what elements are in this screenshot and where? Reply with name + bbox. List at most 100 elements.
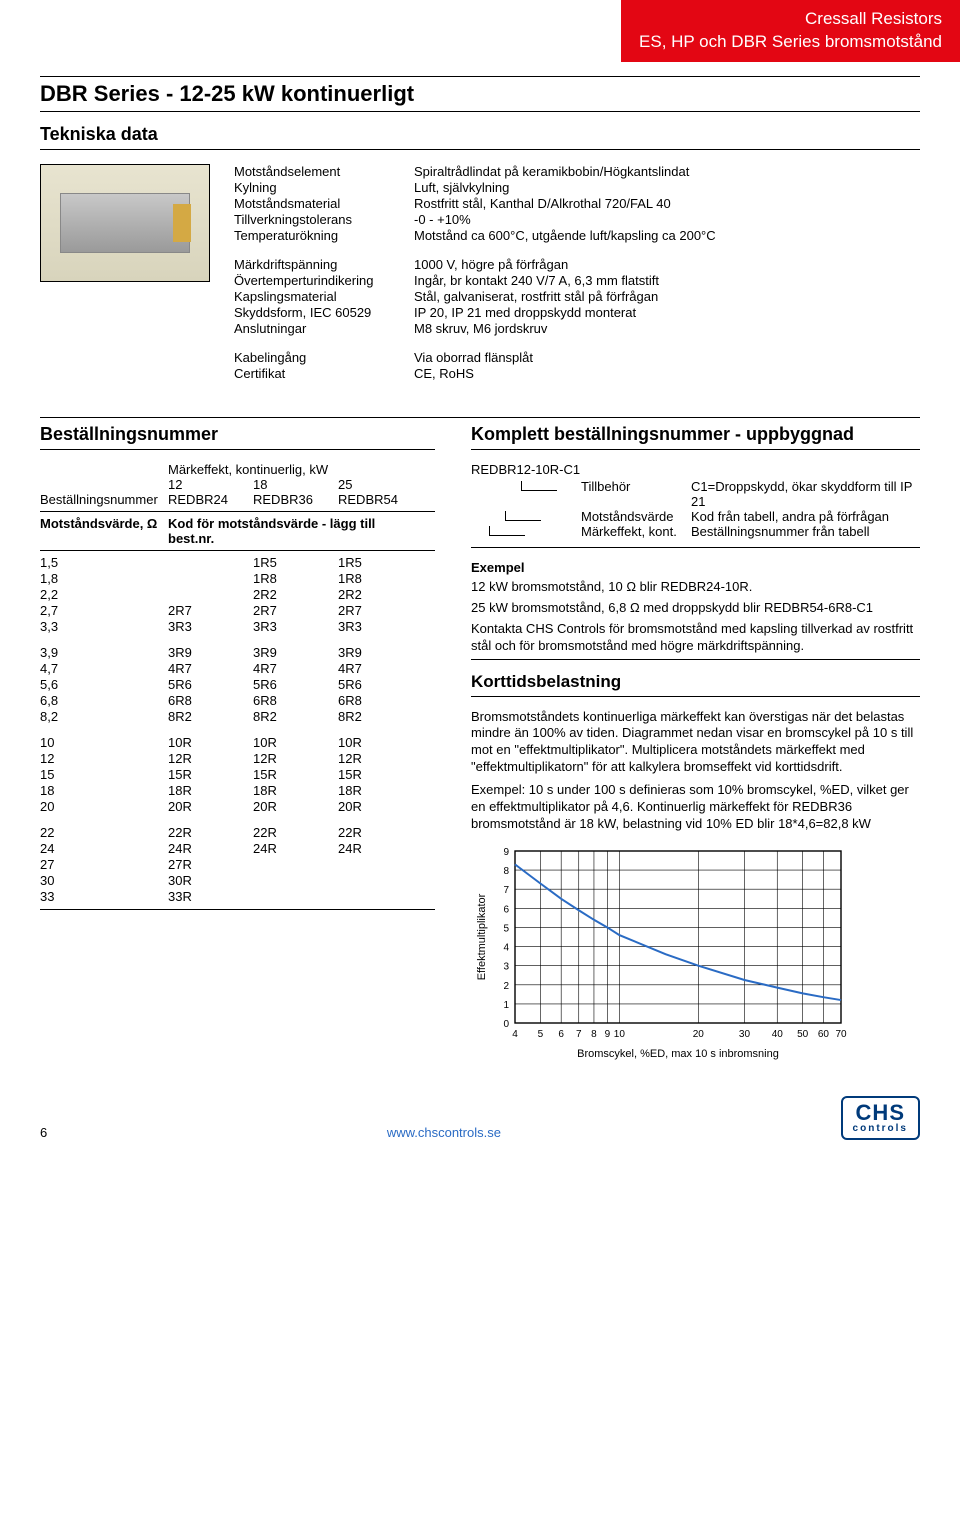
- svg-text:40: 40: [772, 1029, 784, 1040]
- rule: [40, 417, 920, 418]
- kort-title: Korttidsbelastning: [471, 672, 920, 692]
- table-cell: 20R: [338, 799, 423, 815]
- table-cell: [168, 555, 253, 571]
- spec-val: Spiraltrådlindat på keramikbobin/Högkant…: [414, 164, 920, 179]
- svg-text:4: 4: [503, 942, 509, 953]
- table-cell: [168, 571, 253, 587]
- spec-val: Luft, självkylning: [414, 180, 920, 195]
- table-cell: 18R: [253, 783, 338, 799]
- logo-text-big: CHS: [853, 1102, 908, 1124]
- table-cell: 5R6: [168, 677, 253, 693]
- table-cell: 20R: [168, 799, 253, 815]
- table-cell: 5R6: [338, 677, 423, 693]
- banner-line2: ES, HP och DBR Series bromsmotstånd: [639, 31, 942, 54]
- svg-text:9: 9: [605, 1029, 611, 1040]
- svg-text:6: 6: [503, 904, 509, 915]
- table-cell: 2R2: [253, 587, 338, 603]
- logo-text-small: controls: [853, 1124, 908, 1134]
- table-cell: 24R: [253, 841, 338, 857]
- spec-val: Motstånd ca 600°C, utgående luft/kapslin…: [414, 228, 920, 243]
- order-table: Märkeffekt, kontinuerlig, kW121825Bestäl…: [40, 462, 435, 910]
- order-left-title: Beställningsnummer: [40, 424, 435, 445]
- legend-desc: Beställningsnummer från tabell: [691, 524, 920, 539]
- legend-desc: C1=Droppskydd, ökar skyddform till IP 21: [691, 479, 920, 509]
- table-cell: 3R9: [338, 645, 423, 661]
- spec-key: Temperaturökning: [234, 228, 414, 243]
- legend-desc: Kod från tabell, andra på förfrågan: [691, 509, 920, 524]
- svg-text:2: 2: [503, 981, 509, 992]
- table-cell: 33R: [168, 889, 253, 905]
- table-cell: 3,9: [40, 645, 168, 661]
- table-cell: [168, 587, 253, 603]
- table-cell: 8R2: [338, 709, 423, 725]
- spec-val: Stål, galvaniserat, rostfritt stål på fö…: [414, 289, 920, 304]
- table-cell: [253, 873, 338, 889]
- svg-text:7: 7: [576, 1029, 582, 1040]
- table-cell: 1R8: [338, 571, 423, 587]
- page-number: 6: [40, 1125, 47, 1140]
- table-cell: 1R8: [253, 571, 338, 587]
- spec-key: Tillverkningstolerans: [234, 212, 414, 227]
- spec-key: Skyddsform, IEC 60529: [234, 305, 414, 320]
- table-cell: 3,3: [40, 619, 168, 635]
- table-cell: 3R3: [168, 619, 253, 635]
- spec-val: Ingår, br kontakt 240 V/7 A, 6,3 mm flat…: [414, 273, 920, 288]
- spec-table: MotståndselementSpiraltrådlindat på kera…: [234, 164, 920, 395]
- product-photo: [40, 164, 210, 282]
- table-cell: [253, 889, 338, 905]
- spec-val: -0 - +10%: [414, 212, 920, 227]
- table-cell: 5R6: [253, 677, 338, 693]
- rule: [471, 696, 920, 697]
- table-cell: 30: [40, 873, 168, 889]
- table-cell: [338, 857, 423, 873]
- rule: [471, 449, 920, 450]
- svg-text:3: 3: [503, 961, 509, 972]
- spec-val: Via oborrad flänsplåt: [414, 350, 920, 365]
- table-cell: 12R: [168, 751, 253, 767]
- svg-text:9: 9: [503, 847, 509, 858]
- kort-para2: Exempel: 10 s under 100 s definieras som…: [471, 782, 920, 833]
- svg-text:70: 70: [835, 1029, 847, 1040]
- table-cell: 2R7: [338, 603, 423, 619]
- spec-key: Märkdriftspänning: [234, 257, 414, 272]
- table-cell: 8R2: [253, 709, 338, 725]
- svg-text:60: 60: [818, 1029, 830, 1040]
- legend-label: Motståndsvärde: [581, 509, 691, 524]
- page-title: DBR Series - 12-25 kW kontinuerligt: [40, 81, 920, 107]
- table-cell: 15R: [168, 767, 253, 783]
- spec-key: Kabelingång: [234, 350, 414, 365]
- svg-text:8: 8: [591, 1029, 597, 1040]
- example-line: Kontakta CHS Controls för bromsmotstånd …: [471, 621, 920, 655]
- table-cell: 1,8: [40, 571, 168, 587]
- table-cell: 4,7: [40, 661, 168, 677]
- table-cell: 10R: [168, 735, 253, 751]
- example-line: 25 kW bromsmotstånd, 6,8 Ω med droppskyd…: [471, 600, 920, 617]
- table-cell: 10: [40, 735, 168, 751]
- spec-key: Kapslingsmaterial: [234, 289, 414, 304]
- svg-text:1: 1: [503, 1000, 509, 1011]
- table-cell: 4R7: [338, 661, 423, 677]
- svg-text:20: 20: [693, 1029, 705, 1040]
- svg-text:5: 5: [538, 1029, 544, 1040]
- legend-label: Märkeffekt, kont.: [581, 524, 691, 539]
- spec-val: Rostfritt stål, Kanthal D/Alkrothal 720/…: [414, 196, 920, 211]
- table-cell: 22R: [253, 825, 338, 841]
- table-cell: 24R: [168, 841, 253, 857]
- table-cell: 1,5: [40, 555, 168, 571]
- spec-val: CE, RoHS: [414, 366, 920, 381]
- rule: [40, 449, 435, 450]
- example-label: Exempel: [471, 560, 920, 575]
- table-cell: 18R: [168, 783, 253, 799]
- spec-val: M8 skruv, M6 jordskruv: [414, 321, 920, 336]
- svg-text:50: 50: [797, 1029, 809, 1040]
- table-cell: 10R: [338, 735, 423, 751]
- table-cell: 33: [40, 889, 168, 905]
- rule: [471, 547, 920, 548]
- table-cell: 6R8: [168, 693, 253, 709]
- table-cell: 10R: [253, 735, 338, 751]
- table-cell: 3R3: [338, 619, 423, 635]
- table-cell: 5,6: [40, 677, 168, 693]
- rule: [40, 149, 920, 150]
- example-lines: 12 kW bromsmotstånd, 10 Ω blir REDBR24-1…: [471, 579, 920, 655]
- table-cell: 2R7: [253, 603, 338, 619]
